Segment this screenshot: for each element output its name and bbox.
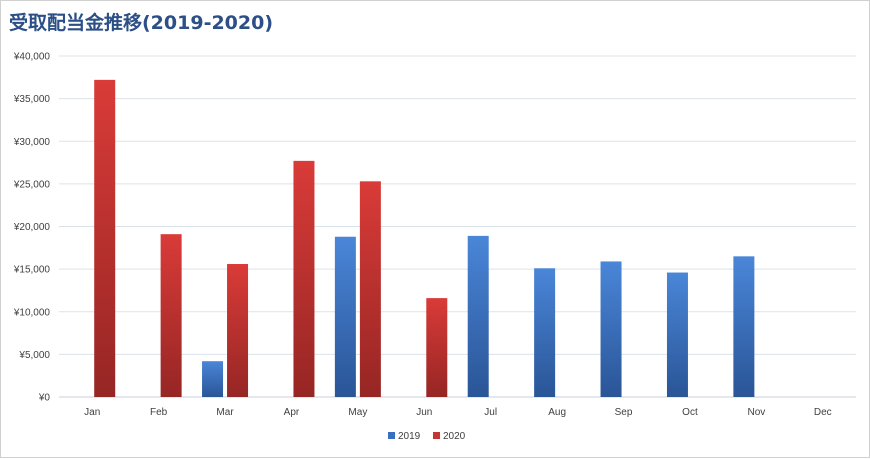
bar-2019-mar (202, 361, 224, 397)
bar-2020-feb (160, 234, 182, 397)
x-tick-label: Aug (548, 407, 566, 418)
y-tick-label: ¥0 (38, 393, 51, 404)
y-tick-label: ¥5,000 (18, 350, 50, 361)
y-tick-label: ¥30,000 (13, 137, 51, 148)
bar-2020-jun (426, 298, 448, 397)
y-tick-label: ¥40,000 (13, 52, 51, 63)
y-tick-label: ¥35,000 (13, 94, 51, 105)
x-tick-label: Feb (150, 407, 168, 418)
bar-2019-sep (600, 261, 622, 397)
chart-title: 受取配当金推移(2019-2020) (9, 12, 274, 34)
bar-2020-mar (227, 264, 249, 397)
x-tick-label: Apr (284, 407, 300, 418)
x-tick-label: Dec (814, 407, 832, 418)
y-tick-label: ¥25,000 (13, 179, 51, 190)
x-tick-label: Jul (484, 407, 497, 418)
y-tick-label: ¥20,000 (13, 222, 51, 233)
bar-2019-jul (467, 235, 489, 397)
legend-swatch-2019 (388, 432, 395, 439)
bar-2020-apr (293, 160, 315, 397)
bar-2019-aug (534, 268, 556, 397)
y-tick-label: ¥15,000 (13, 265, 51, 276)
bar-2019-may (334, 236, 356, 397)
bar-2019-oct (666, 272, 688, 397)
bar-2020-jan (94, 79, 116, 398)
legend-label-2020: 2020 (443, 431, 466, 442)
x-tick-label: Mar (216, 407, 234, 418)
bar-2019-nov (733, 256, 755, 397)
x-tick-label: Jan (84, 407, 100, 418)
x-tick-label: Jun (416, 407, 432, 418)
x-tick-label: Sep (615, 407, 633, 418)
x-tick-label: Oct (682, 407, 698, 418)
legend-swatch-2020 (433, 432, 440, 439)
x-tick-label: Nov (747, 407, 765, 418)
y-tick-label: ¥10,000 (13, 307, 51, 318)
legend-label-2019: 2019 (398, 431, 421, 442)
bar-2020-may (359, 181, 381, 397)
x-tick-label: May (348, 407, 367, 418)
